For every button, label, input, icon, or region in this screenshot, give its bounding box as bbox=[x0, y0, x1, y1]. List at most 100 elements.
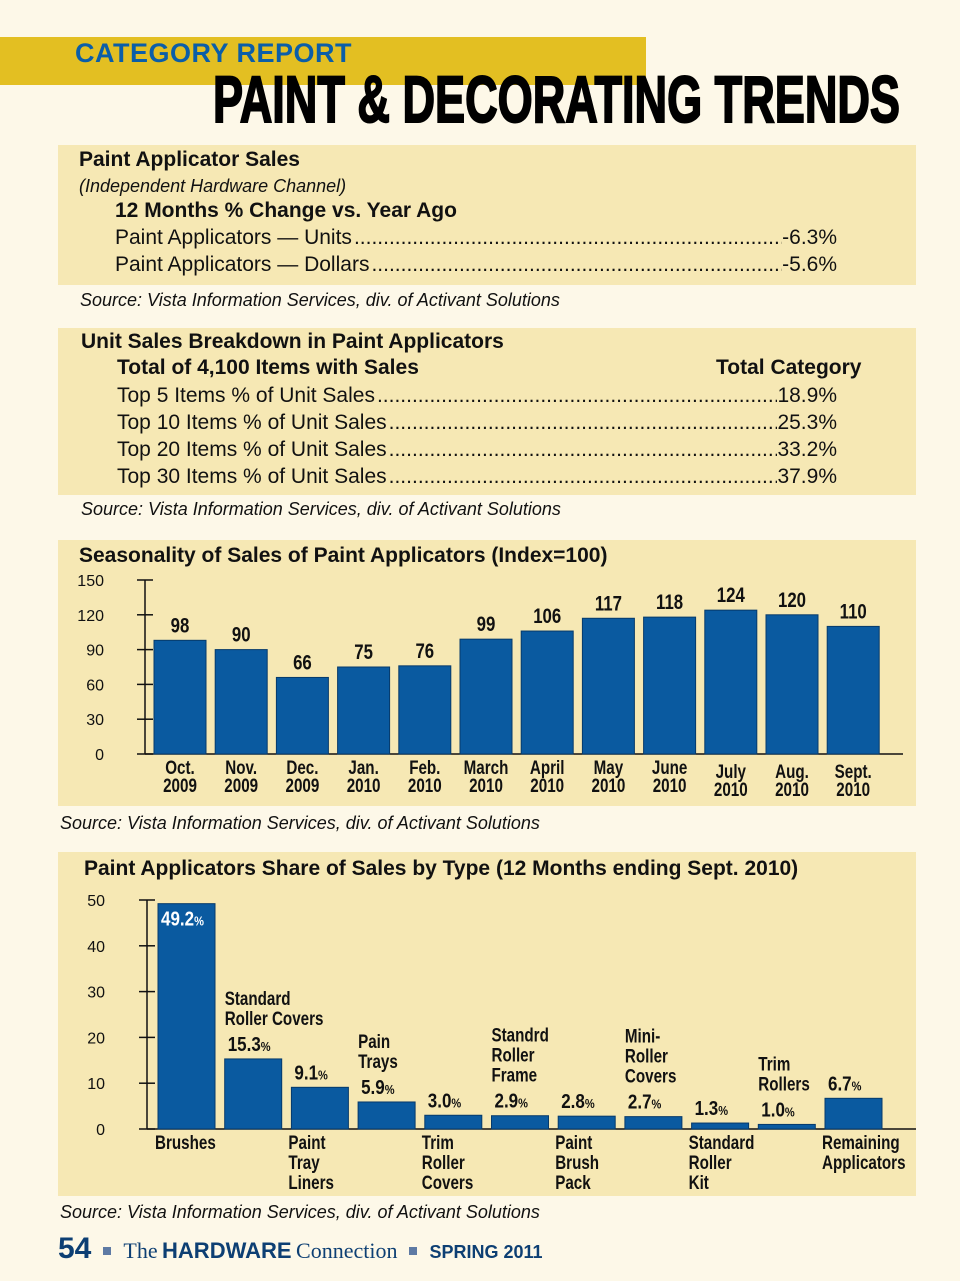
data-unit: % bbox=[385, 1082, 395, 1097]
data-label: 120 bbox=[778, 589, 806, 612]
x-tick-label: Nov. bbox=[225, 756, 257, 778]
x-category-label: Rollers bbox=[758, 1073, 809, 1095]
panel1-subtitle: (Independent Hardware Channel) bbox=[79, 176, 347, 196]
x-category-label: Tray bbox=[288, 1151, 320, 1173]
bar bbox=[424, 1114, 483, 1130]
page-title-text: PAINT & DECORATING TRENDS bbox=[213, 62, 900, 130]
y-tick-label: 40 bbox=[87, 939, 105, 956]
bullet-square-icon bbox=[409, 1247, 418, 1255]
data-label: 15.3% bbox=[228, 1033, 271, 1056]
x-category-label: Mini- bbox=[625, 1025, 661, 1047]
data-label: 99 bbox=[477, 613, 496, 636]
x-tick-label: 2010 bbox=[408, 774, 442, 796]
x-category-label: Remaining bbox=[822, 1131, 900, 1153]
x-category-label: Roller bbox=[689, 1151, 732, 1173]
x-category-label: Trim bbox=[422, 1131, 454, 1153]
data-unit: % bbox=[261, 1039, 271, 1054]
y-tick-label: 30 bbox=[86, 712, 104, 729]
data-unit: % bbox=[318, 1067, 328, 1082]
data-value: 2.8 bbox=[561, 1090, 585, 1113]
bar bbox=[224, 1058, 283, 1130]
data-unit: % bbox=[785, 1105, 795, 1120]
panel2-heading: Total of 4,100 Items with Sales bbox=[117, 356, 419, 379]
panel2-title: Unit Sales Breakdown in Paint Applicator… bbox=[81, 330, 504, 353]
data-unit: % bbox=[585, 1096, 595, 1111]
x-category-label: Applicators bbox=[822, 1151, 906, 1173]
panel2-column-header: Total Category bbox=[716, 356, 862, 379]
x-tick-label: Sept. bbox=[835, 760, 872, 782]
data-label: 110 bbox=[840, 601, 867, 624]
pub-the: The bbox=[123, 1238, 158, 1263]
bar bbox=[824, 1097, 883, 1130]
panel2-row: Top 20 Items % of Unit Sales 33.2% bbox=[117, 438, 837, 462]
data-value: 5.9 bbox=[361, 1076, 385, 1099]
data-label: 90 bbox=[232, 624, 251, 647]
data-value: 2.9 bbox=[495, 1089, 519, 1112]
data-label: 118 bbox=[656, 591, 683, 614]
data-label: 75 bbox=[354, 641, 373, 664]
bar bbox=[491, 1115, 549, 1130]
panel1-source: Source: Vista Information Services, div.… bbox=[80, 290, 560, 310]
data-value: 1.3 bbox=[695, 1097, 719, 1120]
bar bbox=[704, 609, 758, 755]
x-tick-label: June bbox=[652, 756, 687, 778]
bullet-square-icon bbox=[103, 1247, 112, 1255]
bar bbox=[157, 903, 216, 1130]
bar bbox=[643, 616, 697, 755]
x-category-label: Liners bbox=[288, 1171, 334, 1193]
y-tick-label: 0 bbox=[95, 747, 104, 764]
x-tick-label: 2010 bbox=[714, 778, 748, 800]
data-unit: % bbox=[451, 1095, 461, 1110]
x-tick-label: 2010 bbox=[592, 774, 626, 796]
y-tick-label: 20 bbox=[87, 1030, 105, 1047]
panel2-row: Top 30 Items % of Unit Sales 37.9% bbox=[117, 465, 837, 489]
panel2-row: Top 10 Items % of Unit Sales 25.3% bbox=[117, 411, 837, 435]
bar bbox=[398, 665, 452, 755]
pub-connection: Connection bbox=[296, 1238, 398, 1263]
data-value: 1.0 bbox=[761, 1098, 785, 1121]
data-value: 49.2 bbox=[161, 907, 194, 930]
x-category-label: Brushes bbox=[155, 1131, 216, 1153]
row-value: 18.9% bbox=[777, 384, 837, 407]
data-label: 98 bbox=[171, 615, 190, 638]
data-label: 1.3% bbox=[695, 1097, 729, 1120]
x-tick-label: March bbox=[464, 756, 509, 778]
data-label: 76 bbox=[415, 640, 434, 663]
data-unit: % bbox=[518, 1096, 528, 1111]
data-unit: % bbox=[652, 1097, 662, 1112]
bar bbox=[290, 1086, 349, 1130]
row-label: Paint Applicators — Units bbox=[115, 226, 352, 249]
y-tick-label: 30 bbox=[87, 985, 105, 1002]
panel1-title: Paint Applicator Sales bbox=[79, 148, 300, 171]
row-label: Top 5 Items % of Unit Sales bbox=[117, 384, 375, 407]
x-category-label: Roller Covers bbox=[225, 1007, 324, 1029]
panel1-row: Paint Applicators — Units -6.3% bbox=[115, 226, 837, 250]
x-tick-label: 2010 bbox=[530, 774, 564, 796]
page-footer: 54 The HARDWARE Connection SPRING 2011 bbox=[58, 1232, 543, 1266]
x-category-label: Roller bbox=[625, 1045, 668, 1067]
x-tick-label: Jan. bbox=[348, 756, 378, 778]
bar bbox=[275, 676, 329, 755]
data-label: 3.0% bbox=[428, 1089, 462, 1112]
y-tick-label: 50 bbox=[87, 893, 105, 910]
x-tick-label: May bbox=[594, 756, 624, 778]
data-label: 2.7% bbox=[628, 1090, 662, 1113]
data-value: 15.3 bbox=[228, 1033, 261, 1056]
data-unit: % bbox=[852, 1078, 862, 1093]
x-tick-label: 2010 bbox=[775, 778, 809, 800]
x-category-label: Frame bbox=[492, 1064, 538, 1086]
row-value: 25.3% bbox=[777, 411, 837, 434]
bar bbox=[520, 630, 574, 755]
row-label: Top 20 Items % of Unit Sales bbox=[117, 438, 387, 461]
x-category-label: Standrd bbox=[492, 1024, 549, 1046]
data-label: 1.0% bbox=[761, 1098, 795, 1121]
data-label: 66 bbox=[293, 652, 312, 675]
chart1-title: Seasonality of Sales of Paint Applicator… bbox=[79, 544, 608, 567]
bar bbox=[757, 1123, 816, 1130]
pub-hardware: HARDWARE bbox=[162, 1238, 292, 1263]
bar bbox=[765, 614, 819, 755]
page-number: 54 bbox=[58, 1232, 92, 1265]
x-category-label: Standard bbox=[225, 987, 291, 1009]
